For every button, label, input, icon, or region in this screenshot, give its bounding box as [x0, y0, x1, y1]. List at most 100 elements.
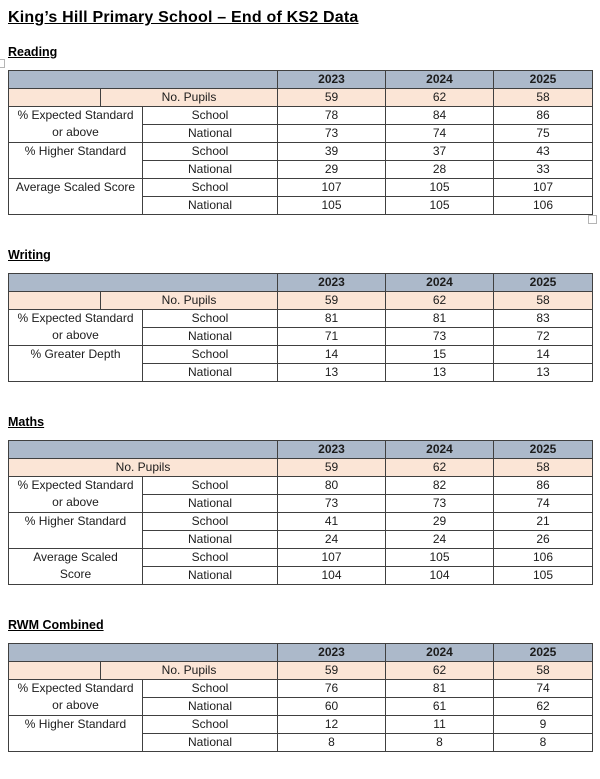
year-header: 2024: [385, 440, 495, 459]
value-cell: 26: [493, 530, 594, 549]
school-label-cell: School: [141, 345, 279, 364]
page-title: King’s Hill Primary School – End of KS2 …: [8, 9, 359, 26]
section-heading-reading: Reading: [8, 45, 58, 59]
value-cell: 81: [277, 309, 387, 328]
value-cell: 86: [493, 476, 594, 495]
table-row: National 13 13 13: [9, 363, 594, 382]
value-cell: 33: [493, 160, 594, 179]
value-cell: 11: [385, 715, 495, 734]
value-cell: 43: [493, 142, 594, 161]
pupils-value-cell: 58: [493, 88, 594, 107]
section-heading-maths: Maths: [8, 415, 45, 429]
value-cell: 74: [385, 124, 495, 143]
row-group-label: % Higher Standard: [8, 512, 143, 549]
table-row: % Higher Standard School 39 37 43: [8, 142, 594, 179]
pupils-value-cell: 58: [493, 661, 594, 680]
value-cell: 72: [493, 327, 594, 346]
national-label-cell: National: [141, 196, 279, 215]
pupils-value-cell: 59: [277, 661, 387, 680]
value-cell: 74: [493, 679, 594, 698]
value-cell: 37: [385, 142, 495, 161]
year-header: 2024: [385, 643, 495, 662]
year-header-row: 2023 2024 2025: [7, 273, 594, 292]
national-label-cell: National: [141, 733, 279, 752]
year-header: 2023: [277, 273, 387, 292]
national-label-cell: National: [141, 530, 279, 549]
national-label-cell: National: [141, 697, 279, 716]
year-header-spacer: [7, 70, 279, 89]
pupils-label-cell: No. Pupils: [99, 661, 279, 680]
year-header-row: 2023 2024 2025: [7, 643, 594, 662]
value-cell: 105: [385, 178, 495, 197]
section-heading-rwm-combined: RWM Combined: [8, 618, 104, 632]
national-label-cell: National: [141, 494, 279, 513]
pupils-row: No. Pupils 59 62 58: [8, 291, 594, 310]
row-group-label: % Expected Standard or above: [8, 476, 143, 513]
row-group-label: Average Scaled Score: [8, 178, 143, 215]
value-cell: 13: [385, 363, 495, 382]
value-cell: 81: [385, 679, 495, 698]
value-cell: 13: [277, 363, 387, 382]
value-cell: 73: [277, 494, 387, 513]
value-cell: 105: [277, 196, 387, 215]
row-group-label: % Greater Depth: [8, 345, 143, 382]
national-label-cell: National: [141, 160, 279, 179]
pupils-label-cell: No. Pupils: [99, 88, 279, 107]
table-row: % Expected Standard or above School 78 8…: [8, 106, 594, 143]
table-row: Average Scaled Score School 107 105 107: [8, 178, 594, 215]
ks2-table-rwm-combined: 2023 2024 2025 No. Pupils 59 62 58 % Exp…: [7, 643, 594, 752]
year-header-row: 2023 2024 2025: [7, 70, 594, 89]
table-row: % Higher Standard School 41 29 21: [8, 512, 594, 549]
national-label-cell: National: [141, 327, 279, 346]
school-label-cell: School: [141, 548, 279, 567]
value-cell: 21: [493, 512, 594, 531]
ks2-table-reading: 2023 2024 2025 No. Pupils 59 62 58 % Exp…: [7, 70, 594, 215]
table-row: National 104 104 105: [9, 566, 594, 585]
table-row: National 105 105 106: [9, 196, 594, 215]
year-header: 2024: [385, 70, 495, 89]
value-cell: 9: [493, 715, 594, 734]
value-cell: 13: [493, 363, 594, 382]
value-cell: 15: [385, 345, 495, 364]
table-handle-artifact: [588, 215, 597, 224]
national-label-cell: National: [141, 566, 279, 585]
value-cell: 60: [277, 697, 387, 716]
table-row: % Higher Standard School 12 11 9: [8, 715, 594, 752]
table-row: National 71 73 72: [9, 327, 594, 346]
pupils-spacer-cell: [8, 291, 101, 310]
table-row: % Expected Standard or above School 80 8…: [8, 476, 594, 513]
value-cell: 41: [277, 512, 387, 531]
value-cell: 107: [277, 178, 387, 197]
ks2-table-maths: 2023 2024 2025 No. Pupils 59 62 58 % Exp…: [7, 440, 594, 585]
pupils-value-cell: 58: [493, 291, 594, 310]
value-cell: 8: [385, 733, 495, 752]
pupils-value-cell: 62: [385, 458, 495, 477]
pupils-value-cell: 59: [277, 88, 387, 107]
table-row: % Greater Depth School 14 15 14: [8, 345, 594, 382]
value-cell: 39: [277, 142, 387, 161]
national-label-cell: National: [141, 363, 279, 382]
value-cell: 29: [277, 160, 387, 179]
year-header: 2025: [493, 440, 594, 459]
year-header-spacer: [7, 643, 279, 662]
value-cell: 61: [385, 697, 495, 716]
year-header: 2025: [493, 70, 594, 89]
ks2-table-writing: 2023 2024 2025 No. Pupils 59 62 58 % Exp…: [7, 273, 594, 382]
school-label-cell: School: [141, 679, 279, 698]
value-cell: 14: [277, 345, 387, 364]
pupils-value-cell: 62: [385, 291, 495, 310]
year-header: 2025: [493, 643, 594, 662]
pupils-value-cell: 62: [385, 88, 495, 107]
year-header: 2024: [385, 273, 495, 292]
value-cell: 28: [385, 160, 495, 179]
pupils-label-cell: No. Pupils: [99, 291, 279, 310]
school-label-cell: School: [141, 106, 279, 125]
value-cell: 83: [493, 309, 594, 328]
pupils-value-cell: 59: [277, 458, 387, 477]
pupils-spacer-cell: [8, 88, 101, 107]
school-label-cell: School: [141, 178, 279, 197]
value-cell: 106: [493, 548, 594, 567]
school-label-cell: School: [141, 476, 279, 495]
value-cell: 73: [385, 327, 495, 346]
pupils-value-cell: 58: [493, 458, 594, 477]
